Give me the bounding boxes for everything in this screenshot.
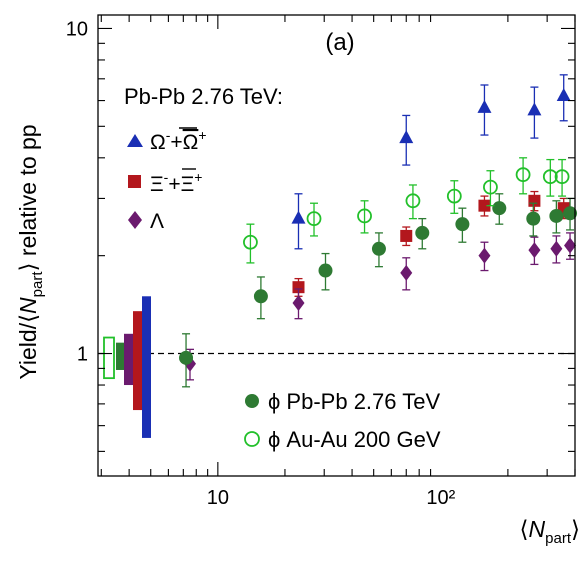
legend-diamond-marker [128, 211, 142, 229]
legend-title: Pb-Pb 2.76 TeV: [124, 84, 283, 109]
legend-phi-auau-label: ϕ Au-Au 200 GeV [268, 427, 441, 452]
diamond-marker [478, 247, 491, 264]
legend-filled-circle-marker [245, 394, 259, 408]
diamond-marker [400, 264, 413, 281]
circle-marker [179, 350, 194, 365]
open-circle-marker [306, 211, 322, 227]
circle-marker [563, 206, 578, 221]
circle-marker [549, 208, 564, 223]
legend-lambda-label: Λ [150, 210, 164, 233]
square-marker [292, 281, 305, 294]
open-circle-marker [446, 188, 462, 204]
data-points [179, 74, 578, 388]
triangle-marker [556, 87, 571, 101]
square-marker [478, 199, 491, 212]
diamond-marker [528, 242, 541, 259]
triangle-marker [291, 210, 306, 224]
normalization-boxes [103, 296, 151, 438]
circle-marker [253, 289, 268, 304]
legend-entry-xi: Ξ-+Ξ+ [128, 168, 202, 196]
normalization-box [116, 342, 125, 370]
axis-ticks: 10 10² 1 10 [66, 15, 576, 509]
diamond-marker [564, 237, 577, 254]
y-tick-label: 1 [77, 344, 88, 366]
legend-xi-label: Ξ-+Ξ+ [150, 169, 202, 196]
normalization-box [142, 296, 151, 438]
panel-label: (a) [325, 29, 354, 56]
legend-open-circle-marker [244, 431, 260, 447]
y-tick-label: 10 [66, 18, 88, 40]
open-circle-marker [554, 169, 570, 185]
triangle-marker [399, 130, 414, 144]
diamond-marker [292, 295, 305, 312]
normalization-box [103, 336, 115, 380]
circle-marker [455, 217, 470, 232]
normalization-box [124, 333, 134, 386]
circle-marker [492, 201, 507, 216]
normalization-box [133, 311, 143, 411]
diamond-marker [550, 240, 563, 257]
triangle-marker [477, 99, 492, 113]
legend-triangle-marker [127, 134, 143, 147]
open-circle-marker [357, 208, 372, 224]
open-circle-marker [405, 193, 421, 209]
x-tick-label: 10 [207, 487, 229, 509]
square-marker [528, 194, 541, 207]
plot-frame [97, 14, 576, 477]
legend-entry-omega: Ω-+Ω+ [127, 127, 207, 154]
open-circle-marker [483, 179, 498, 195]
square-marker [400, 229, 413, 242]
circle-marker [371, 241, 386, 256]
open-circle-marker [542, 169, 558, 185]
legend-entry-phi-auau: ϕ Au-Au 200 GeV [244, 427, 441, 452]
circle-marker [415, 225, 430, 240]
open-circle-marker [243, 234, 258, 250]
open-circle-marker [515, 167, 531, 183]
legend-omega-label: Ω-+Ω+ [150, 127, 207, 154]
x-tick-label: 10² [426, 487, 455, 509]
circle-marker [526, 211, 541, 226]
legend-phi-pbpb-label: ϕ Pb-Pb 2.76 TeV [268, 389, 440, 414]
circle-marker [318, 263, 333, 278]
legend-square-marker [128, 175, 141, 188]
triangle-marker [527, 102, 542, 116]
y-axis-label: Yield/⟨Npart⟩ relative to pp [15, 124, 46, 379]
x-axis-label: ⟨Npart⟩ [520, 516, 580, 547]
legend-entry-phi-pbpb: ϕ Pb-Pb 2.76 TeV [245, 389, 440, 414]
legend-entry-lambda: Λ [128, 210, 164, 233]
